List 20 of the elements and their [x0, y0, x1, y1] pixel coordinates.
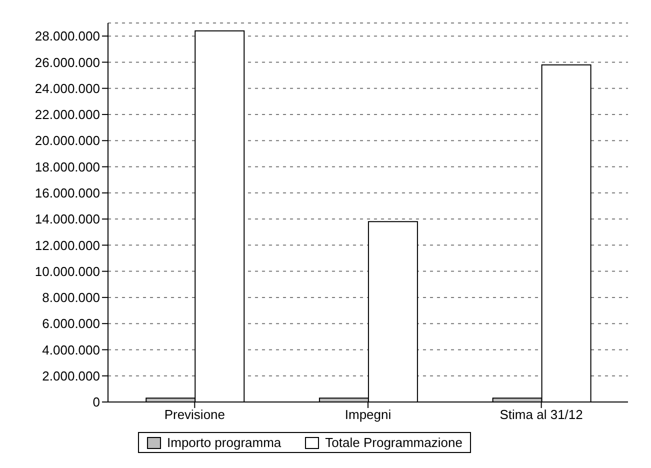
y-tick-label: 28.000.000 — [34, 28, 100, 44]
y-tick-label: 24.000.000 — [34, 80, 100, 96]
x-tick-label: Previsione — [164, 407, 226, 422]
y-tick-label: 12.000.000 — [34, 238, 100, 253]
y-tick-label: 18.000.000 — [34, 159, 100, 174]
y-tick-label: 2.000.000 — [42, 368, 100, 384]
y-tick-label: 4.000.000 — [42, 342, 100, 358]
y-tick-label: 6.000.000 — [42, 316, 100, 332]
y-tick-label: 26.000.000 — [34, 54, 100, 70]
y-tick-label: 8.000.000 — [42, 290, 100, 306]
y-tick-label: 14.000.000 — [34, 212, 100, 227]
y-tick-label: 0 — [92, 394, 100, 410]
y-tick-label: 10.000.000 — [34, 264, 100, 279]
x-tick-label: Impegni — [344, 407, 392, 422]
x-tick-label: Stima al 31/12 — [500, 407, 583, 422]
legend-label: Totale Programmazione — [325, 435, 462, 450]
y-tick-label: 20.000.000 — [34, 133, 100, 148]
y-tick-label: 16.000.000 — [34, 186, 100, 201]
legend-label: Importo programma — [167, 435, 282, 450]
y-tick-label: 22.000.000 — [34, 107, 100, 122]
